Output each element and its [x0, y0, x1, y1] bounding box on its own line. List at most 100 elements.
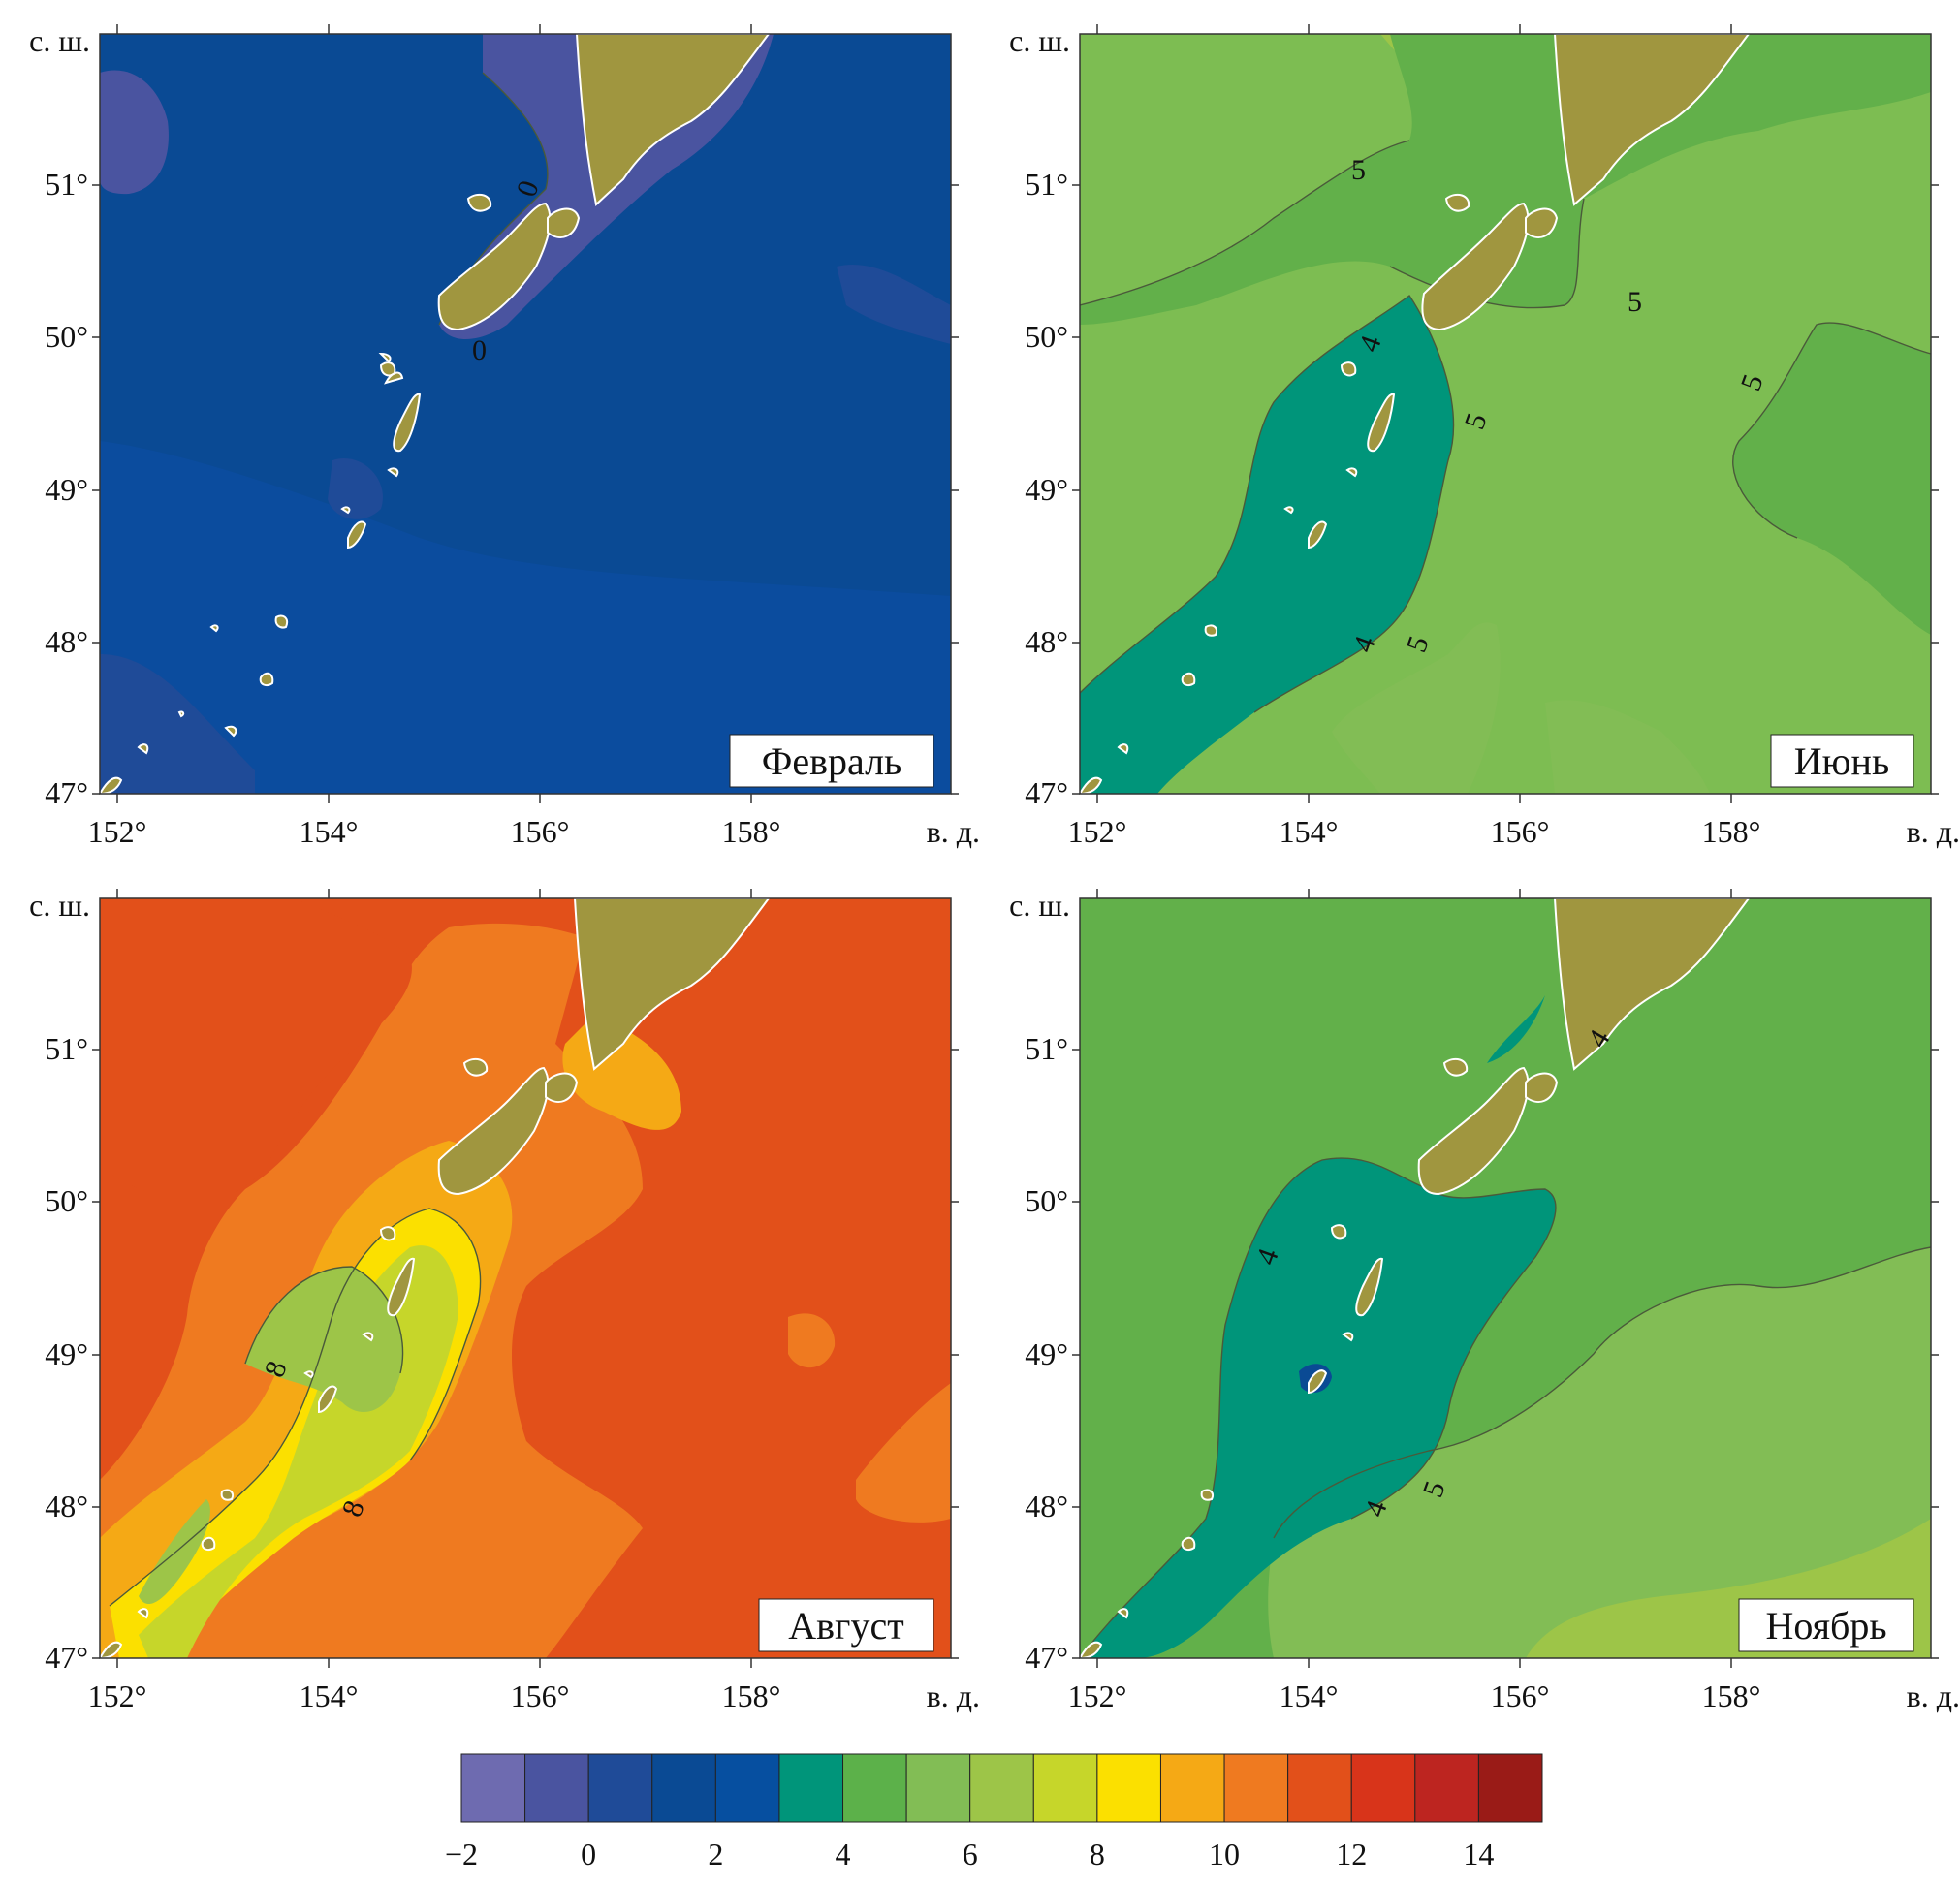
longitude-tick-label: 158° — [722, 814, 781, 849]
longitude-tick-label: 152° — [88, 814, 147, 849]
paramushir-island — [437, 202, 552, 331]
month-label: Ноябрь — [1765, 1604, 1886, 1648]
island-simushir — [1117, 743, 1129, 755]
isotherm-region — [1080, 1157, 1556, 1658]
map-panel-august: 8 8 Август — [99, 897, 952, 1659]
isotherm-region — [100, 898, 412, 1202]
kamchatka-land — [1553, 898, 1751, 1071]
colorbar-swatch — [1223, 1753, 1289, 1823]
isotherm-region — [837, 265, 951, 344]
isotherm-region — [1332, 622, 1501, 794]
colorbar-swatch — [1096, 1753, 1161, 1823]
longitude-axis-title: в. д. — [927, 814, 980, 849]
paramushir-island — [437, 1066, 550, 1196]
latitude-axis-title: с. ш. — [29, 888, 90, 923]
island-rasshua — [318, 1385, 338, 1414]
isotherm-line — [109, 1208, 482, 1607]
colorbar-swatch — [714, 1753, 780, 1823]
month-label: Февраль — [762, 739, 902, 783]
colorbar-swatch — [651, 1753, 716, 1823]
island-shiashkotan — [1345, 467, 1358, 478]
shumshu-island — [1525, 207, 1559, 238]
isotherm-line — [1273, 1246, 1931, 1539]
latitude-tick-label: 50° — [1025, 1183, 1068, 1218]
isoline-label: 0 — [472, 334, 487, 366]
island-ushishir — [1204, 624, 1217, 637]
island-chirpoy — [100, 776, 123, 794]
isotherm-region — [245, 1267, 403, 1412]
latitude-tick-label: 49° — [1025, 1336, 1068, 1371]
shumshu-island — [1525, 1072, 1559, 1103]
isotherm-region — [788, 1313, 836, 1368]
island-rasshua — [1308, 1369, 1328, 1395]
month-label: Август — [788, 1604, 903, 1648]
map-axes: с. ш.в. д.51°50°49°48°47°152° 154° 156° 158… — [29, 23, 1960, 1713]
island-ketoy — [1181, 672, 1196, 686]
longitude-tick-label: 152° — [1068, 1679, 1127, 1713]
island-ekarma — [1355, 1257, 1384, 1317]
map-panel-november: 4 4 4 5 Ноябрь — [1079, 897, 1932, 1659]
isotherm-region — [1080, 296, 1454, 794]
paramushir-island — [1421, 202, 1530, 331]
isotherm-region — [1080, 34, 1931, 325]
colorbar-tick-label: −2 — [445, 1837, 478, 1871]
island-matua — [340, 506, 351, 515]
colorbar-swatch — [524, 1753, 589, 1823]
colorbar-tick-label: 4 — [836, 1837, 851, 1871]
island-ushishir — [1200, 1489, 1214, 1501]
colorbar-tick-label: 2 — [708, 1837, 723, 1871]
colorbar-tick-label: 14 — [1463, 1837, 1494, 1871]
island-ushishir — [274, 614, 288, 629]
latitude-tick-label: 48° — [45, 1489, 88, 1523]
island-simushir — [137, 1608, 149, 1619]
island-chirpoy — [1080, 1641, 1103, 1658]
isotherm-line — [1080, 1157, 1557, 1658]
colorbar-swatch — [587, 1753, 653, 1823]
island-tiny — [1283, 506, 1294, 515]
month-label-box — [1738, 1598, 1914, 1652]
kamchatka-land — [573, 898, 771, 1071]
atlasov-island — [1444, 193, 1470, 212]
longitude-tick-label: 156° — [511, 814, 570, 849]
isotherm-region — [1545, 700, 1710, 794]
isotherm-region — [100, 441, 951, 794]
island-simushir — [137, 743, 149, 755]
latitude-tick-label: 51° — [45, 1031, 88, 1066]
latitude-tick-label: 51° — [45, 167, 88, 202]
island-ketoy — [1181, 1536, 1196, 1551]
longitude-tick-label: 154° — [1280, 1679, 1339, 1713]
colorbar-tick-label: 0 — [581, 1837, 596, 1871]
longitude-tick-label: 152° — [1068, 814, 1127, 849]
colorbar-swatch — [1350, 1753, 1416, 1823]
latitude-tick-label: 47° — [1025, 1640, 1068, 1675]
island-tiny — [209, 624, 219, 633]
month-label: Июнь — [1794, 739, 1889, 783]
atlasov-island — [466, 193, 492, 212]
latitude-tick-label: 48° — [1025, 624, 1068, 659]
latitude-axis-title: с. ш. — [1009, 888, 1070, 923]
island-tiny — [303, 1370, 314, 1379]
isotherm-line — [1080, 294, 1455, 713]
longitude-axis-title: в. д. — [1907, 1679, 1960, 1713]
latitude-axis-title: с. ш. — [1009, 23, 1070, 58]
isotherm-region — [1487, 995, 1545, 1063]
atlasov-island — [462, 1057, 489, 1077]
colorbar-tick-label: 12 — [1336, 1837, 1367, 1871]
isotherm-region — [100, 70, 169, 195]
island-onekotan — [1330, 1224, 1347, 1240]
latitude-tick-label: 49° — [1025, 472, 1068, 507]
month-label-box — [758, 1598, 934, 1652]
longitude-axis-title: в. д. — [1907, 814, 1960, 849]
isoline-label: 5 — [1628, 286, 1642, 318]
longitude-tick-label: 158° — [722, 1679, 781, 1713]
kamchatka-land — [1553, 34, 1751, 206]
latitude-tick-label: 48° — [45, 624, 88, 659]
isoline-label: 5 — [1351, 154, 1366, 186]
shumshu-island — [547, 207, 581, 238]
island-rasshua — [347, 520, 367, 550]
longitude-tick-label: 154° — [300, 1679, 359, 1713]
island-simushir — [1117, 1608, 1129, 1619]
temperature-colorbar: −2 0 2 4 6 8 10 12 14 — [445, 1753, 1543, 1871]
island-kharimkotan — [378, 352, 392, 363]
shumshu-island — [545, 1072, 579, 1103]
